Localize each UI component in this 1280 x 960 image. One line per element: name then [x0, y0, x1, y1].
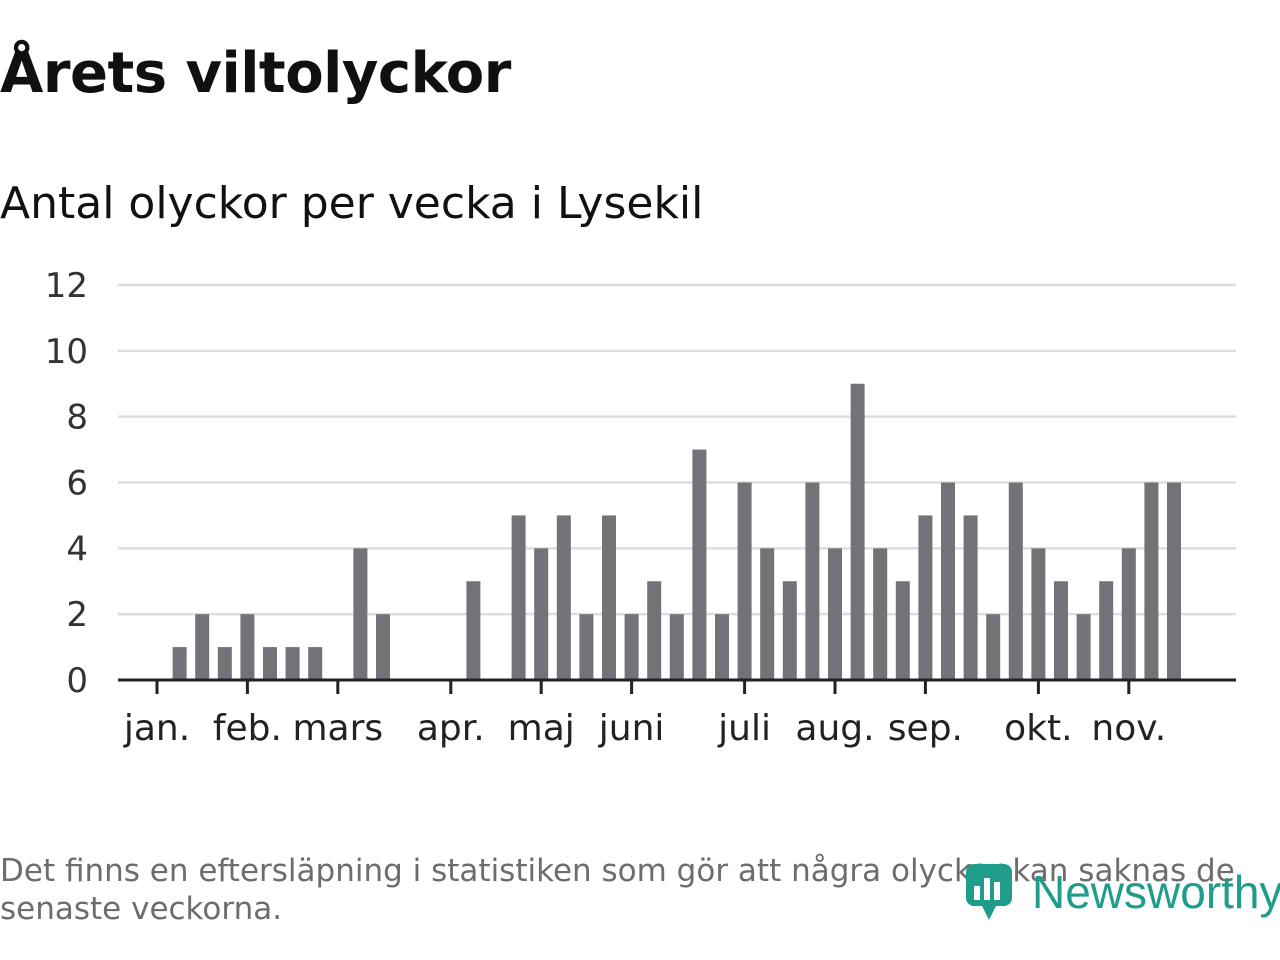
x-tick-label: maj	[508, 708, 575, 749]
footnote: Det finns en eftersläpning i statistiken…	[0, 853, 1235, 927]
bar	[1076, 614, 1091, 680]
bar	[895, 581, 910, 680]
bar	[1099, 581, 1114, 680]
bar	[647, 581, 662, 680]
bar	[805, 482, 820, 680]
bar	[1008, 482, 1023, 680]
y-tick-label: 12	[45, 266, 88, 306]
bar	[850, 383, 865, 680]
x-tick-label: feb.	[213, 708, 282, 749]
x-tick-label: juli	[717, 708, 771, 749]
bar	[263, 647, 277, 680]
x-tick-label: aug.	[795, 708, 874, 749]
newsworthy-logo-text: Newsworthy	[1032, 866, 1280, 918]
chart-title: Årets viltolyckor	[0, 41, 511, 106]
bar	[963, 515, 978, 680]
bar	[602, 515, 616, 680]
bar	[511, 515, 526, 680]
bar	[217, 647, 232, 680]
bar	[715, 614, 729, 680]
bar	[240, 614, 255, 680]
y-tick-label: 10	[45, 332, 88, 372]
bar	[285, 647, 300, 680]
bar	[308, 647, 323, 680]
bar	[760, 548, 775, 680]
bar	[918, 515, 933, 680]
bar	[692, 449, 707, 680]
bar	[1031, 548, 1046, 680]
bar	[782, 581, 797, 680]
x-tick-label: juni	[598, 708, 665, 749]
bar	[941, 482, 955, 680]
x-tick-label: sep.	[888, 708, 963, 749]
y-tick-label: 8	[66, 398, 88, 438]
y-tick-label: 0	[66, 661, 88, 701]
x-tick-label: nov.	[1091, 708, 1166, 749]
x-tick-label: jan.	[123, 708, 190, 749]
chart-subtitle: Antal olyckor per vecka i Lysekil	[0, 178, 704, 229]
x-tick-label: mars	[292, 708, 383, 749]
bar	[873, 548, 888, 680]
bar	[828, 548, 842, 680]
bar	[579, 614, 594, 680]
bar	[624, 614, 639, 680]
bar	[1121, 548, 1136, 680]
bar	[986, 614, 1001, 680]
bar	[376, 614, 390, 680]
bar	[737, 482, 752, 680]
bar	[556, 515, 571, 680]
newsworthy-logo: Newsworthy	[962, 860, 1280, 924]
newsworthy-logo-icon	[966, 864, 1012, 920]
bar	[195, 614, 210, 680]
bar	[466, 581, 481, 680]
bar	[1144, 482, 1159, 680]
x-tick-label: okt.	[1004, 708, 1072, 749]
y-tick-label: 6	[66, 464, 88, 504]
bar	[1054, 581, 1068, 680]
y-tick-label: 2	[66, 595, 88, 635]
bar	[534, 548, 549, 680]
bar	[172, 647, 187, 680]
bar	[353, 548, 368, 680]
bar	[669, 614, 684, 680]
bar-chart: 0 2 4 6 8 10 12 jan. feb. mars apr. maj juni juli aug.…	[45, 266, 1236, 749]
x-tick-label: apr.	[417, 708, 485, 749]
bar	[1167, 482, 1181, 680]
y-tick-label: 4	[66, 529, 88, 569]
